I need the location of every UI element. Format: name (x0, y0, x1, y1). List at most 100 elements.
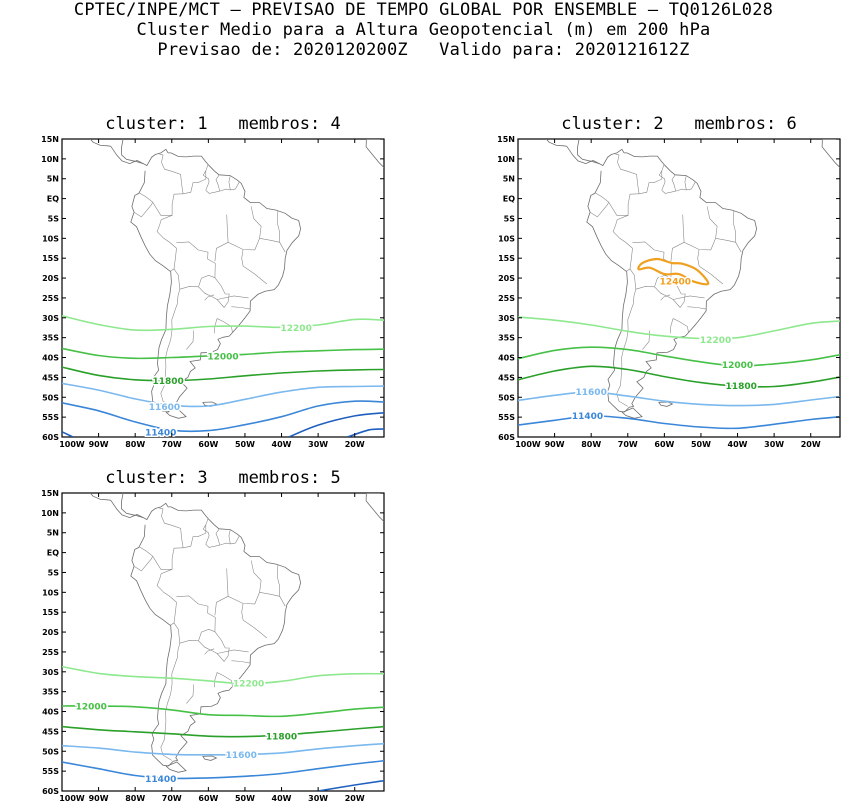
lat-label: 25S (42, 294, 59, 303)
lat-label: 30S (42, 314, 59, 323)
lon-label: 90W (545, 440, 565, 449)
lon-label: 60W (654, 440, 674, 449)
lat-label: 55S (42, 413, 59, 422)
contour-12200 (518, 316, 840, 340)
lon-label: 100W (59, 794, 85, 803)
lat-label: 30S (42, 668, 59, 677)
contour-12400 (637, 257, 710, 286)
island-outline (621, 407, 643, 419)
lon-label: 100W (515, 440, 541, 449)
contour-11800 (62, 366, 384, 382)
country-border (173, 595, 216, 644)
country-border (186, 330, 194, 350)
lat-label: 40S (42, 354, 59, 363)
contour-label-12200: 12200 (700, 336, 731, 346)
lat-label: 55S (498, 413, 515, 422)
lat-label: 5S (504, 214, 516, 223)
country-border (673, 295, 705, 300)
coastline (821, 139, 840, 168)
lat-label: 15N (41, 135, 59, 144)
country-border (214, 242, 229, 262)
country-border (139, 546, 184, 570)
contour-11200 (288, 412, 384, 437)
lat-label: EQ (47, 195, 59, 204)
panel-3-title: cluster: 3 membros: 5 (105, 468, 341, 488)
map-panel-3-svg: 12200 12000 11800 11600 11400 15N 10N 5N EQ 5S 10S… (41, 489, 385, 803)
lat-label: 60S (42, 787, 59, 796)
lat-label: 55S (42, 767, 59, 776)
contour-label-11600: 11600 (149, 403, 180, 413)
country-border (183, 170, 207, 195)
country-border (202, 518, 240, 548)
country-border (217, 649, 249, 654)
lon-label: 40W (272, 440, 292, 449)
country-border (183, 524, 207, 549)
lat-label: 25S (42, 648, 59, 657)
country-border (173, 241, 216, 290)
map-layer: 12200 12000 11800 11600 11400 (62, 139, 384, 439)
country-border (226, 206, 262, 251)
lat-label: EQ (503, 195, 515, 204)
lat-label: 15S (498, 254, 515, 263)
panel-2-title: cluster: 2 membros: 6 (561, 114, 797, 134)
panel-1-title: cluster: 1 membros: 4 (105, 114, 341, 134)
country-border (231, 306, 251, 310)
contour-12000 (62, 705, 384, 718)
country-border (241, 603, 268, 639)
lon-label: 20W (345, 794, 365, 803)
island-outline (165, 407, 187, 419)
country-border (670, 242, 685, 262)
country-border (159, 507, 184, 548)
country-border (204, 294, 215, 301)
country-border (139, 192, 184, 216)
contour-label-11800: 11800 (726, 382, 757, 392)
lat-label: 10S (498, 234, 515, 243)
contour-label-12000: 12000 (207, 352, 238, 362)
lat-label: 5N (47, 175, 59, 184)
lat-label: 50S (42, 393, 59, 402)
lat-label: 5S (48, 568, 60, 577)
lon-label: 30W (308, 440, 328, 449)
lat-label: 10N (497, 155, 515, 164)
country-border (276, 210, 280, 243)
contour-12200 (62, 315, 384, 332)
contour-11600 (62, 742, 384, 756)
country-border (732, 210, 736, 243)
lat-label: 10S (42, 234, 59, 243)
country-border (259, 238, 286, 253)
lon-label: 100W (59, 440, 85, 449)
contour-11200 (62, 431, 74, 437)
country-border (615, 153, 640, 194)
contour-label-12200: 12200 (281, 324, 312, 334)
contour-label-11400: 11400 (145, 775, 176, 785)
lat-label: 15N (41, 489, 59, 498)
coastline (577, 139, 600, 164)
country-border (639, 170, 663, 195)
contour-label-11400: 11400 (145, 429, 176, 439)
map-layer: 12400 12200 12000 11800 11600 11400 (518, 139, 840, 430)
contour-12000 (518, 346, 840, 367)
contour-12200 (62, 665, 384, 685)
coastline (89, 139, 145, 165)
country-border (259, 592, 286, 607)
lat-label: 15N (497, 135, 515, 144)
country-border (231, 660, 251, 664)
contour-11400 (518, 415, 840, 430)
country-border (198, 277, 230, 308)
lon-label: 40W (272, 794, 292, 803)
country-border (217, 295, 249, 300)
contour-12000 (62, 347, 384, 360)
country-border (134, 556, 153, 572)
header-subtitle: Cluster Medio para a Altura Geopotencial… (136, 20, 711, 40)
map-layer: 12200 12000 11800 11600 11400 (62, 493, 384, 791)
lon-label: 60W (198, 440, 218, 449)
country-border (660, 294, 671, 301)
contour-11400 (62, 760, 384, 780)
country-border (204, 648, 215, 655)
lat-label: 50S (498, 393, 515, 402)
contour-label-12000: 12000 (722, 361, 753, 371)
map-panel-3: 12200 12000 11800 11600 11400 15N 10N 5N EQ 5S 10S… (41, 489, 385, 803)
contour-label-12400: 12400 (660, 278, 691, 288)
contour-11200 (317, 779, 384, 791)
country-border (715, 238, 742, 253)
